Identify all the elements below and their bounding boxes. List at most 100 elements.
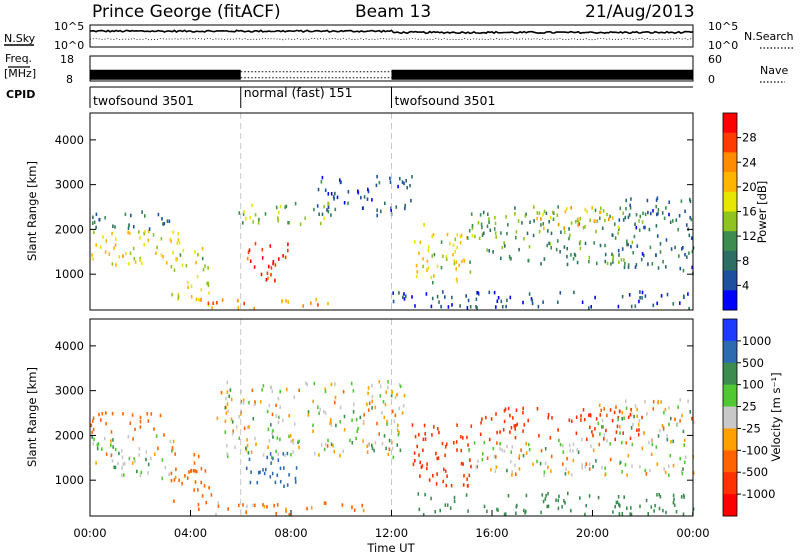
velocity-cell: [515, 505, 518, 509]
power-cell: [552, 210, 554, 215]
power-cell: [515, 230, 518, 234]
power-cell: [599, 243, 602, 248]
power-cell: [177, 231, 179, 236]
velocity-cell: [272, 456, 274, 461]
velocity-cell: [250, 470, 252, 474]
velocity-cell: [357, 426, 359, 431]
velocity-cell: [651, 442, 654, 447]
velocity-cell: [208, 486, 210, 490]
power-colorbar-swatch: [723, 231, 737, 252]
time-tick-label: 20:00: [576, 526, 609, 540]
power-cell: [269, 244, 272, 248]
power-cell: [287, 242, 289, 247]
power-cell: [453, 261, 456, 266]
velocity-cell: [453, 495, 456, 500]
velocity-cell: [263, 504, 266, 509]
velocity-colorbar-label: 500: [742, 356, 764, 370]
velocity-cell: [269, 475, 272, 479]
power-cell: [284, 205, 286, 209]
velocity-cell: [274, 480, 277, 485]
power-cell: [436, 294, 439, 299]
power-cell: [360, 195, 362, 200]
power-cell: [413, 240, 416, 244]
velocity-cell: [670, 440, 672, 444]
power-colorbar-swatch: [723, 132, 737, 153]
velocity-cell: [225, 411, 228, 415]
cpid-entry-1: normal (fast) 151: [244, 85, 353, 100]
velocity-cell: [252, 417, 255, 421]
velocity-cell: [441, 441, 444, 446]
velocity-cell: [444, 453, 446, 458]
power-cell: [543, 257, 546, 261]
velocity-cell: [188, 470, 190, 474]
velocity-cell: [624, 463, 627, 467]
velocity-cell: [428, 478, 431, 482]
velocity-cell: [630, 506, 632, 510]
power-cell: [468, 229, 471, 233]
velocity-cell: [307, 413, 310, 417]
power-cell: [584, 225, 586, 229]
velocity-cell: [667, 464, 670, 468]
velocity-cell: [288, 434, 290, 439]
velocity-cell: [147, 419, 150, 423]
velocity-cell: [444, 445, 447, 449]
velocity-cell: [588, 467, 591, 471]
nsky-trace: [89, 29, 694, 41]
velocity-cell: [483, 440, 486, 445]
velocity-colorbar-label: 100: [742, 378, 764, 392]
velocity-cell: [588, 494, 591, 498]
power-cell: [537, 304, 540, 309]
power-cell: [644, 212, 647, 217]
velocity-cell: [254, 400, 256, 404]
velocity-cell: [417, 492, 420, 496]
velocity-cell: [580, 414, 582, 418]
power-cell: [178, 241, 181, 245]
power-cell: [426, 268, 428, 272]
freq-trace: [90, 69, 693, 80]
velocity-cell: [229, 388, 232, 392]
power-cell: [514, 206, 516, 210]
velocity-cell: [393, 419, 396, 424]
velocity-cell: [609, 457, 612, 462]
power-cell: [536, 211, 539, 215]
velocity-cell: [383, 434, 386, 438]
velocity-cell: [646, 412, 648, 416]
power-cell: [552, 211, 555, 215]
power-cell: [639, 290, 641, 294]
velocity-cell: [128, 456, 131, 461]
power-cell: [505, 215, 507, 219]
power-cell: [505, 304, 507, 309]
power-cell: [494, 231, 497, 235]
velocity-cell: [644, 468, 647, 473]
velocity-cell: [692, 471, 695, 475]
power-cell: [627, 215, 630, 220]
velocity-cell: [597, 495, 600, 500]
power-cell: [363, 195, 366, 199]
power-cell: [445, 255, 448, 259]
power-cell: [515, 236, 517, 240]
nave-tick-bottom: 0: [708, 73, 715, 86]
power-cell: [332, 195, 335, 199]
power-cell: [440, 304, 442, 309]
power-cell: [166, 219, 169, 223]
velocity-cell: [572, 458, 575, 463]
velocity-cell: [514, 463, 516, 468]
power-cell: [287, 248, 289, 253]
velocity-cell: [226, 443, 228, 448]
power-cell: [644, 294, 647, 298]
power-cell: [463, 259, 466, 263]
power-cell: [466, 306, 469, 310]
power-cell: [684, 252, 686, 257]
power-cell: [125, 251, 127, 256]
power-cell: [466, 236, 469, 240]
velocity-cell: [139, 473, 142, 477]
power-cell: [285, 204, 288, 209]
power-cell: [430, 304, 433, 309]
velocity-cell: [263, 471, 266, 476]
velocity-cell: [378, 432, 380, 436]
power-cell: [657, 208, 660, 212]
velocity-cell: [123, 461, 126, 466]
power-cell: [532, 233, 535, 238]
cpid-label: CPID: [6, 88, 35, 101]
power-cell: [405, 294, 407, 298]
